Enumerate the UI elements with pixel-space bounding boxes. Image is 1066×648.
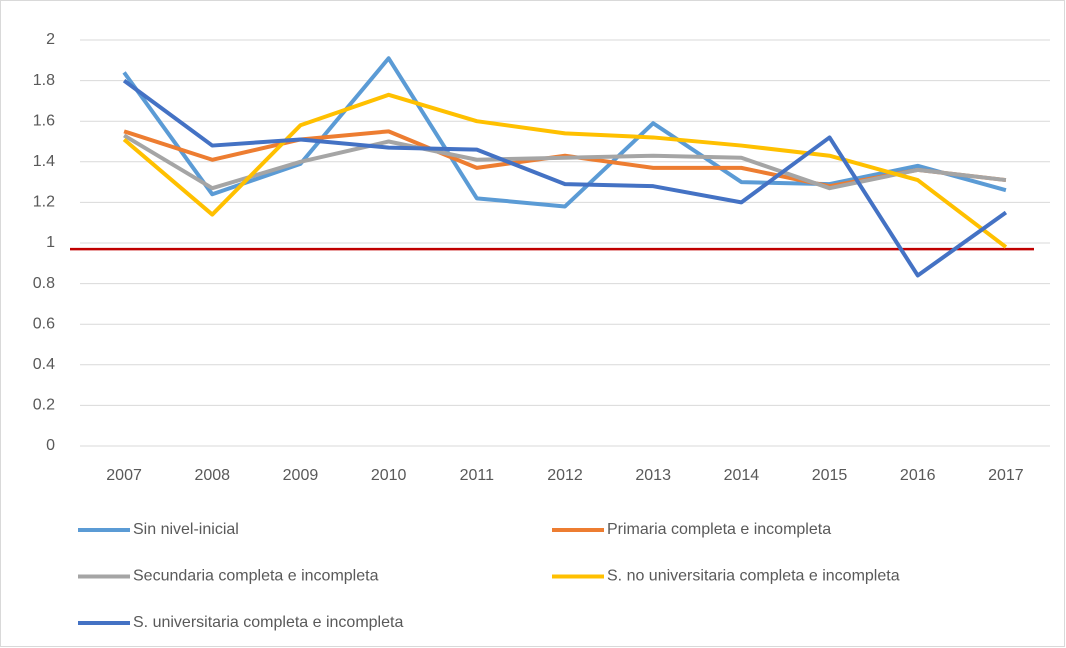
y-tick-label: 1.4: [33, 153, 55, 170]
x-tick-label: 2009: [283, 467, 319, 484]
x-tick-label: 2014: [724, 467, 760, 484]
y-tick-label: 0.4: [33, 356, 55, 373]
y-tick-label: 1.6: [33, 112, 55, 129]
y-tick-label: 1.2: [33, 194, 55, 211]
series-line: [122, 92, 1008, 249]
legend-label: S. universitaria completa e incompleta: [133, 614, 403, 631]
y-tick-label: 2: [46, 31, 55, 48]
y-tick-label: 0.8: [33, 275, 55, 292]
x-tick-label: 2013: [635, 467, 671, 484]
series-line: [122, 78, 1008, 278]
legend-label: Primaria completa e incompleta: [607, 521, 831, 538]
x-tick-label: 2011: [460, 467, 495, 484]
y-tick-label: 0: [46, 437, 55, 454]
x-tick-label: 2010: [371, 467, 407, 484]
x-tick-label: 2012: [547, 467, 583, 484]
x-tick-label: 2008: [194, 467, 230, 484]
series-line: [122, 56, 1007, 209]
x-tick-label: 2007: [106, 467, 142, 484]
y-tick-label: 1.8: [33, 72, 55, 89]
y-tick-label: 0.2: [33, 397, 55, 414]
legend-label: Secundaria completa e incompleta: [133, 568, 379, 585]
x-tick-label: 2015: [812, 467, 848, 484]
y-tick-label: 0.6: [33, 315, 55, 332]
y-tick-label: 1: [46, 234, 55, 251]
x-tick-label: 2016: [900, 467, 936, 484]
legend-label: S. no universitaria completa e incomplet…: [607, 568, 900, 585]
legend-label: Sin nivel-inicial: [133, 521, 239, 538]
x-tick-label: 2017: [988, 467, 1024, 484]
